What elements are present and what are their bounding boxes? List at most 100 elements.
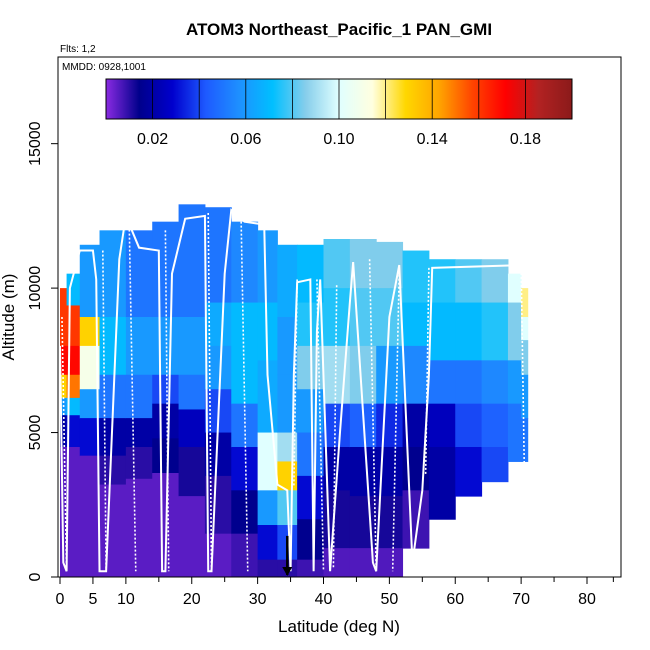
heatmap-cell [204,432,232,477]
heatmap-cell [178,374,206,410]
heatmap-cell [376,496,404,549]
heatmap-cell [231,447,259,491]
heatmap-cell [60,447,68,578]
flight-track-dotted [102,250,107,572]
heatmap-cell [66,374,81,399]
heatmap-cell [60,415,68,448]
heatmap-cell [521,288,529,318]
heatmap-cell [455,447,483,497]
heatmap-cell [257,525,278,561]
heatmap-cell [521,374,529,419]
flight-track-line [59,208,525,573]
heatmap-cell [481,403,509,448]
heatmap-cell [402,302,430,347]
heatmap-cell [178,409,206,448]
heatmap-cell [428,259,456,304]
heatmap-cell [231,302,259,361]
y-tick-label: 0 [27,572,44,581]
heatmap-cell [60,345,68,376]
heatmap-cell [125,418,153,448]
heatmap-cell [231,221,259,304]
heatmap-cell [125,447,153,480]
heatmap-cell [428,302,456,361]
heatmap-cell [521,418,529,462]
heatmap-cell [178,317,206,376]
heatmap-cell [376,403,404,448]
heatmap-cell [257,230,278,304]
x-axis-label: Latitude (deg N) [278,617,400,636]
flight-track-dotted [164,230,170,572]
heatmap-cell [349,496,377,549]
heatmap-cell [66,397,81,416]
heatmap-cell [428,403,456,448]
heatmap-cell [60,288,68,347]
y-tick-label: 15000 [27,121,44,166]
heatmap-cell [297,432,324,477]
y-tick-label: 5000 [27,415,44,451]
heatmap-cell [297,519,324,561]
heatmap-cell [323,548,351,578]
heatmap-cell [178,204,206,318]
heatmap-cell [152,403,180,439]
heatmap-cell [376,548,404,578]
flights-label: Flts: 1,2 [60,44,96,55]
heatmap-cell [323,239,351,289]
heatmap-cell [455,403,483,448]
heatmap-cell [481,447,509,483]
location-arrow-head [282,567,293,576]
heatmap-cell [125,374,153,419]
colorbar: 0.02 0.06 0.10 0.14 0.18 [105,78,573,148]
heatmap-cell [152,221,180,318]
x-tick-label: 30 [249,591,267,608]
x-tick-label: 60 [446,591,464,608]
heatmap-cell [455,360,483,405]
heatmap-cell [455,302,483,361]
heatmap-cell [204,345,232,390]
colorbar-tick-label: 0.10 [323,131,354,148]
heatmap-cell [376,345,404,405]
heatmap-cell [507,273,522,304]
heatmap-cell [79,317,101,347]
x-tick-label: 20 [183,591,201,608]
flight-track-dotted [293,279,298,488]
heatmap-cell [125,478,153,578]
heatmap-cell [257,559,278,578]
heatmap-cell [178,496,206,578]
x-tick-label: 0 [56,591,65,608]
heatmap-cell [79,389,101,419]
heatmap-cell [79,455,101,578]
heatmap-cell [79,418,101,457]
heatmap-cell [99,317,127,376]
heatmap-cell [79,345,101,390]
heatmap-cell [257,490,278,526]
x-tick-label: 5 [88,591,97,608]
heatmap-cell [297,475,324,520]
x-tick-label: 40 [315,591,333,608]
flight-track-dotted [424,267,430,476]
heatmap-cell [507,403,522,462]
heatmap-cell [323,403,351,448]
flight-track-dotted [332,285,338,569]
colorbar-tick-label: 0.14 [417,131,448,148]
heatmap-cell [349,447,377,497]
heatmap-cell [297,559,324,578]
heatmap-cell [231,490,259,535]
heatmap-cell [231,533,259,578]
heatmap-cell [257,360,278,434]
heatmap-cell [99,455,127,486]
heatmap-cell [507,360,522,405]
heatmap-cell [521,340,529,376]
heatmap-cell [152,317,180,376]
heatmap-cell [152,438,180,474]
dates-label: MMDD: 0928,1001 [62,62,146,73]
heatmap-cell [277,317,298,376]
y-tick-label: 10000 [27,266,44,311]
heatmap-cell [257,432,278,491]
heatmap-cell [204,533,232,578]
x-tick-label: 10 [117,591,135,608]
colorbar-tick-label: 0.06 [230,131,261,148]
heatmap-cell [507,302,522,361]
y-axis-label: Altitude (m) [0,274,18,361]
x-tick-label: 50 [380,591,398,608]
